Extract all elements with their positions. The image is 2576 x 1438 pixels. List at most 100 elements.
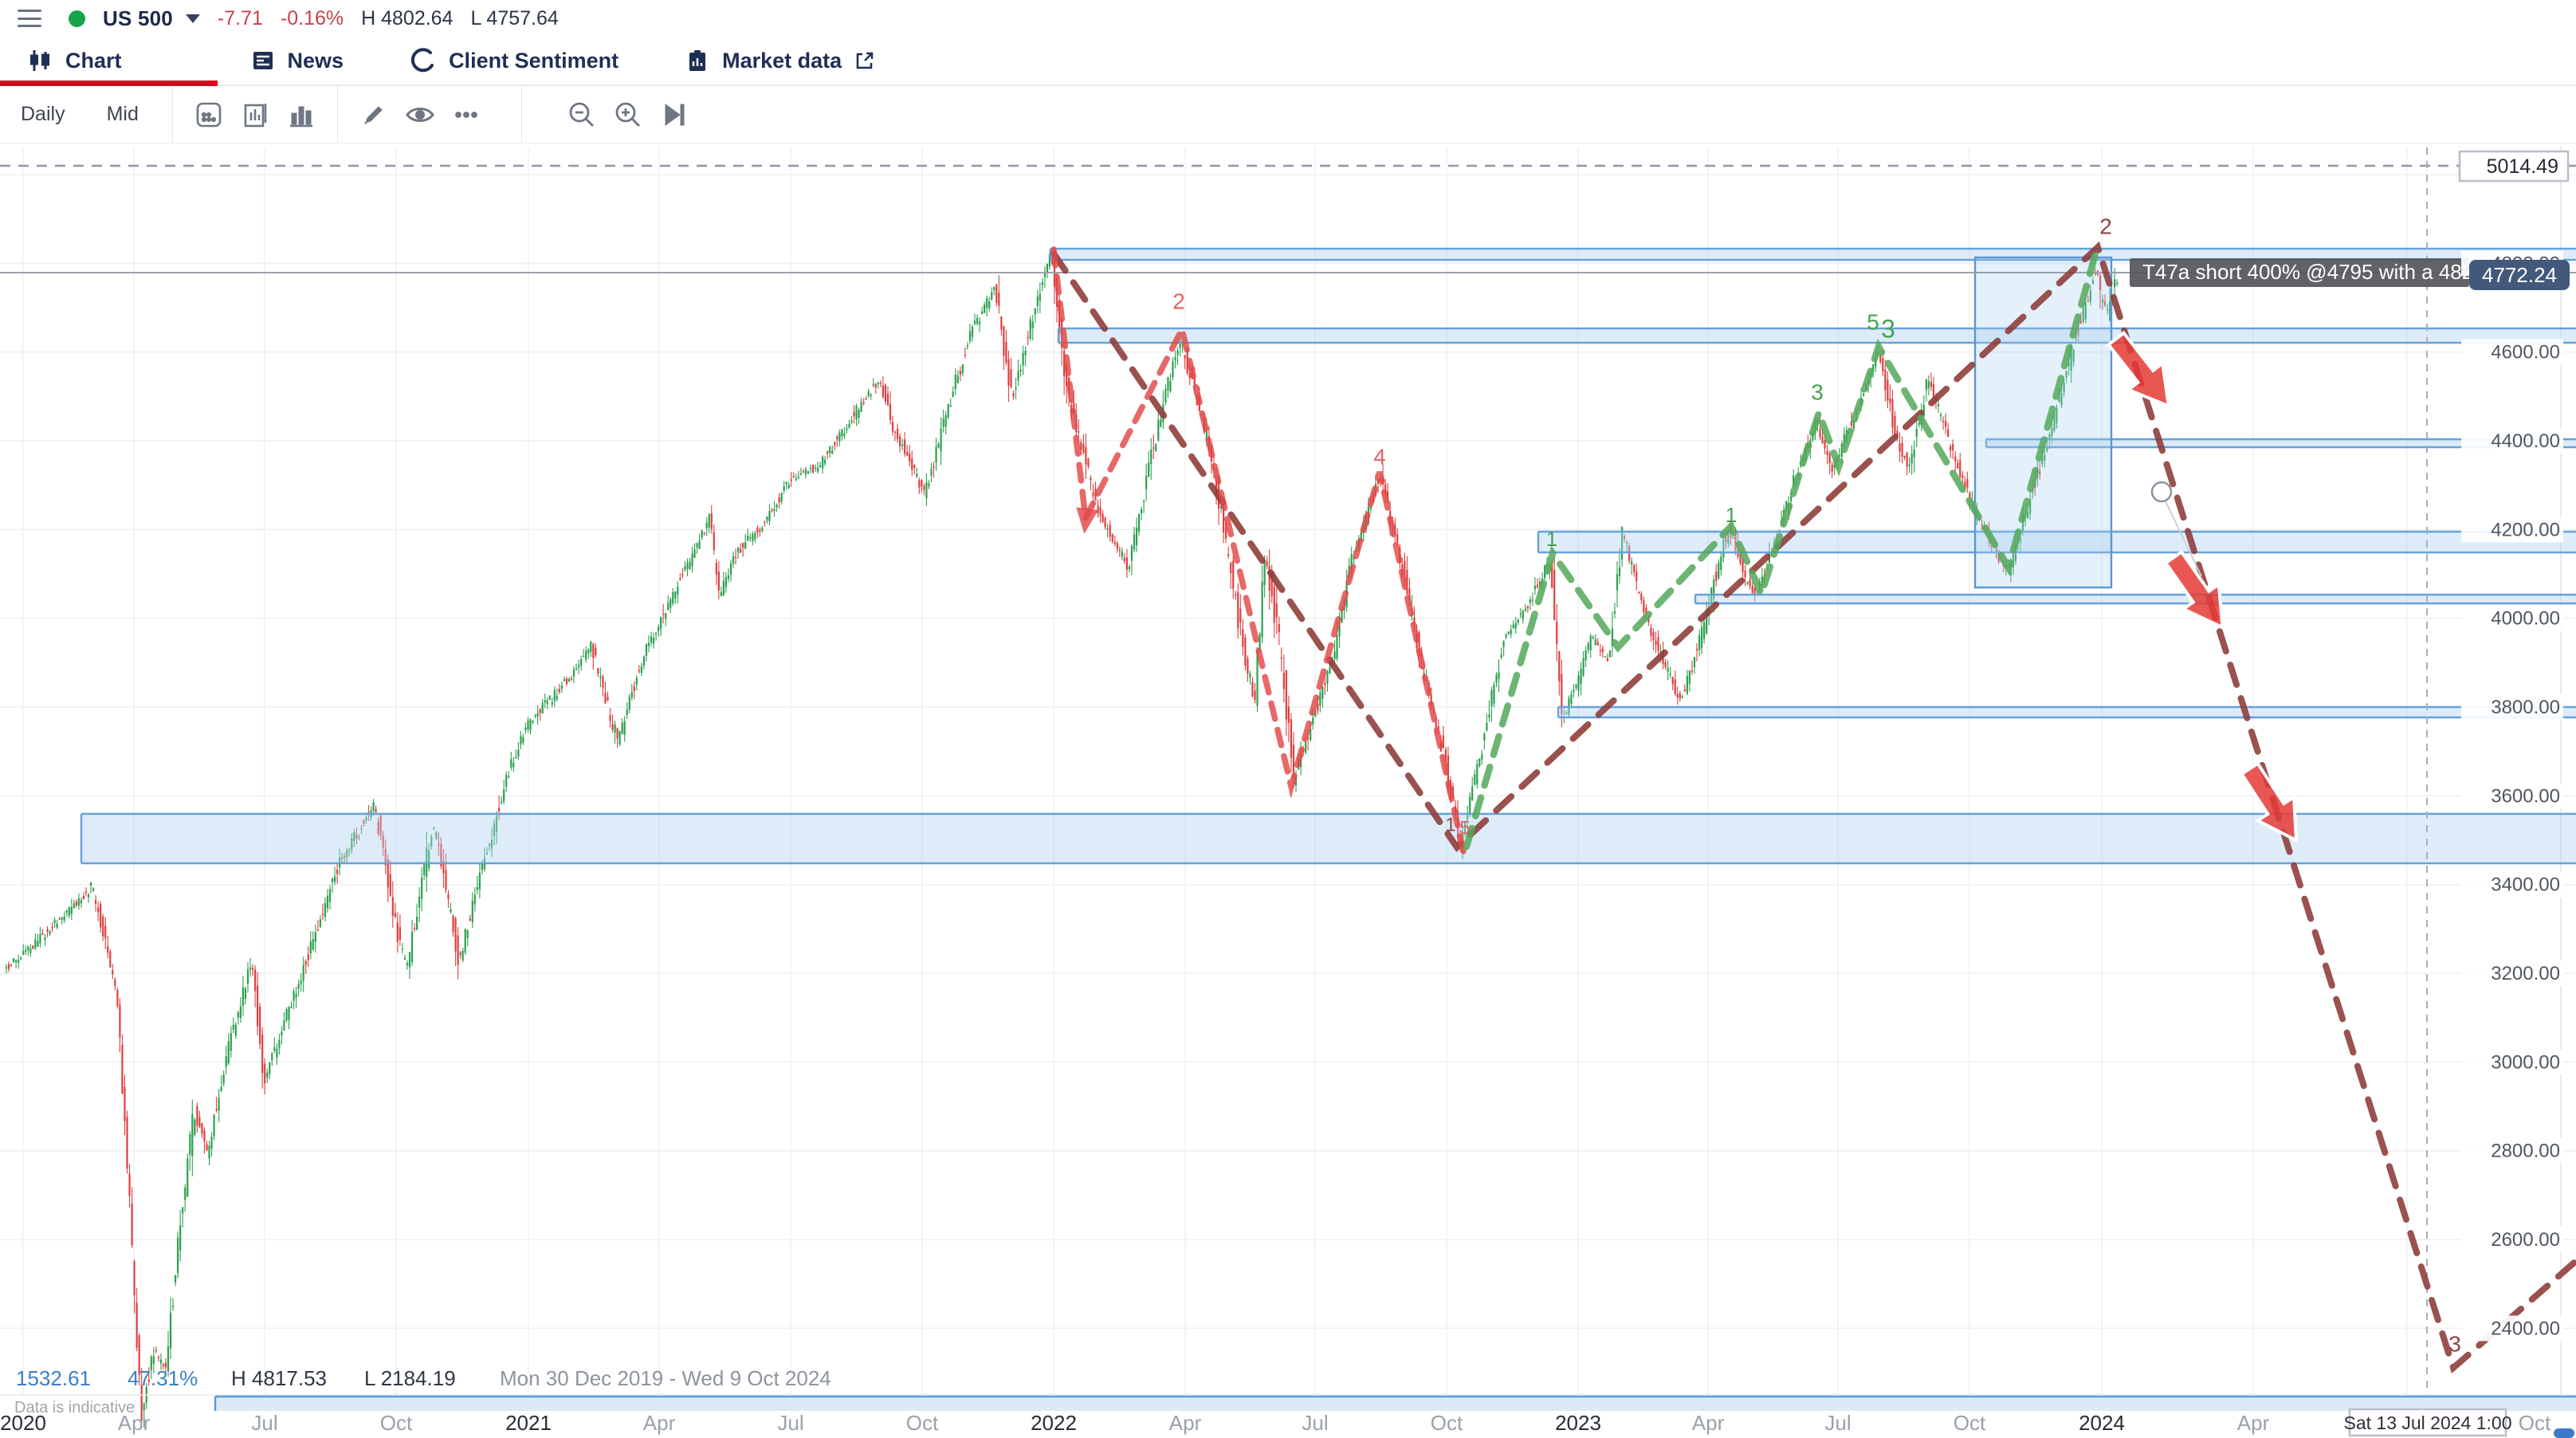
market-open-status-icon: [69, 10, 85, 27]
y-axis: 4800.004600.004400.004200.004000.003800.…: [2461, 250, 2563, 1342]
x-axis-label: 2021: [505, 1411, 552, 1435]
y-axis-label: 4000.00: [2491, 608, 2560, 630]
x-axis-label: Jul: [1824, 1411, 1851, 1435]
range-pct-value: 47.31%: [128, 1366, 198, 1390]
tab-market-data[interactable]: Market data: [652, 37, 909, 84]
wave-count-label: 1: [1445, 814, 1455, 835]
y-axis-label: 3600.00: [2491, 785, 2560, 807]
x-axis-label: Oct: [1431, 1411, 1463, 1435]
x-axis-label: Apr: [643, 1411, 676, 1435]
x-axis-label: Apr: [1169, 1411, 1202, 1435]
scrollbar-thumb[interactable]: [215, 1397, 2576, 1411]
indicators-button[interactable]: [278, 92, 324, 138]
wave-count-label: 2: [1172, 289, 1185, 313]
chart-layout-button[interactable]: [232, 92, 278, 138]
y-axis-label: 3200.00: [2491, 963, 2560, 984]
zoom-in-icon: [615, 102, 640, 127]
wave-count-label: 4: [1373, 444, 1386, 469]
data-indicative-note: Data is indicative: [14, 1399, 135, 1416]
wave-count-label: 5: [1459, 817, 1470, 839]
x-axis-label: Oct: [906, 1411, 939, 1435]
range-low-value: L 2184.19: [364, 1366, 456, 1390]
y-axis-label: 3000.00: [2491, 1051, 2560, 1073]
wave-count-label: 1: [1726, 503, 1737, 527]
x-axis-label: Oct: [1954, 1411, 1986, 1435]
go-to-latest-button[interactable]: [651, 92, 697, 138]
wave-count-label: 2: [2099, 214, 2112, 238]
x-axis-label: Apr: [2237, 1411, 2270, 1435]
y-axis-label: 2400.00: [2491, 1318, 2560, 1339]
date-marker-box: Sat 13 Jul 2024 1:00: [2344, 1408, 2512, 1437]
y-axis-label: 4200.00: [2491, 519, 2560, 540]
interval-select[interactable]: Daily: [21, 103, 65, 125]
tab-chart[interactable]: Chart: [0, 37, 218, 86]
zoom-in-button[interactable]: [605, 92, 651, 138]
sell-arrows[interactable]: [2099, 325, 2315, 851]
news-icon: [253, 52, 273, 69]
date-marker-label: Sat 13 Jul 2024 1:00: [2344, 1412, 2512, 1433]
ellipsis-icon: [454, 111, 477, 118]
x-axis-label: Oct: [380, 1411, 413, 1435]
range-dates: Mon 30 Dec 2019 - Wed 9 Oct 2024: [500, 1366, 831, 1390]
red-wave-trendline[interactable]: [1050, 246, 1467, 855]
eye-icon: [406, 107, 434, 122]
alert-price-box[interactable]: 5014.49: [2458, 150, 2570, 183]
range-stats: 1532.61 47.31% H 4817.53 L 2184.19 Mon 30 De…: [14, 1366, 831, 1416]
wave-count-label: 3: [1881, 314, 1895, 343]
draw-button[interactable]: [351, 92, 397, 138]
y-axis-label: 2800.00: [2491, 1141, 2560, 1162]
tab-market-data-label: Market data: [722, 48, 842, 73]
price-type-select[interactable]: Mid: [106, 103, 139, 125]
tab-client-sentiment[interactable]: Client Sentiment: [377, 37, 652, 84]
zoom-out-button[interactable]: [559, 92, 605, 138]
time-scrollbar[interactable]: [0, 1394, 2576, 1438]
instrument-header: US 500 -7.71 -0.16% H 4802.64 L 4757.64: [0, 0, 2576, 37]
wave-count-label: 5: [1867, 309, 1879, 334]
chart-toolbar: Daily Mid: [0, 86, 2576, 143]
visibility-button[interactable]: [397, 92, 443, 138]
x-axis-label: Jul: [251, 1411, 277, 1435]
red-arrowhead: [1076, 507, 1099, 534]
red-down-arrow[interactable]: [2156, 545, 2240, 640]
y-axis-label: 4600.00: [2491, 342, 2560, 363]
price-change-pct: -0.16%: [280, 6, 344, 29]
tab-news[interactable]: News: [218, 37, 378, 84]
chart-canvas[interactable]: 2 4 5 1 1 1 3 5 3 2 3 T47a short 400% @4795 with a …: [0, 143, 2576, 1438]
alert-price-label: 5014.49: [2487, 155, 2558, 178]
sentiment-icon: [411, 48, 434, 73]
chart-settings-button[interactable]: [186, 92, 232, 138]
red-down-arrow[interactable]: [2232, 757, 2315, 852]
range-open-value: 1532.61: [16, 1366, 91, 1390]
scrollbar-end-pill[interactable]: [2554, 1428, 2574, 1438]
chevron-down-icon[interactable]: [185, 14, 200, 23]
tab-news-label: News: [287, 48, 344, 73]
highlight-rectangle[interactable]: [1973, 256, 2113, 589]
more-options-button[interactable]: [443, 92, 489, 138]
x-axis: 2020 Apr Jul Oct 2021 Apr Jul Oct 2022 Apr Jul Oct 2…: [0, 1411, 2551, 1435]
tab-bar: Chart News Client Sentiment Market data: [0, 37, 2576, 86]
drawing-pointer-line: [2165, 501, 2202, 577]
session-low: L 4757.64: [470, 6, 559, 29]
drawing-handle-circle[interactable]: [2150, 481, 2173, 503]
x-axis-label: Apr: [1692, 1411, 1725, 1435]
bar-chart-icon: [289, 106, 312, 127]
x-axis-label: Oct: [2519, 1411, 2551, 1435]
wave-count-label: 3: [1811, 379, 1824, 404]
document-chart-icon: [244, 103, 267, 127]
price-zones[interactable]: [80, 247, 2576, 865]
x-axis-label: Jul: [1302, 1411, 1328, 1435]
wave-count-label: 1: [1546, 527, 1557, 551]
toolbar-separator: [520, 86, 522, 143]
red-down-arrow[interactable]: [2099, 325, 2185, 419]
toolbar-separator: [336, 86, 338, 143]
instrument-name[interactable]: US 500: [103, 6, 173, 30]
menu-icon[interactable]: [18, 10, 41, 27]
price-change: -7.71: [217, 6, 263, 29]
zoom-out-icon: [569, 102, 594, 127]
market-data-icon: [689, 50, 706, 71]
y-axis-label: 3800.00: [2491, 697, 2560, 718]
green-wave-trendline[interactable]: [1463, 247, 2100, 851]
